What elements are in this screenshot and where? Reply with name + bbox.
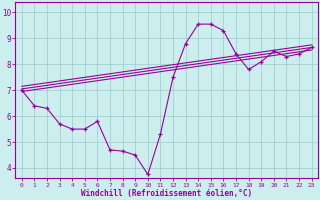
X-axis label: Windchill (Refroidissement éolien,°C): Windchill (Refroidissement éolien,°C) [81,189,252,198]
